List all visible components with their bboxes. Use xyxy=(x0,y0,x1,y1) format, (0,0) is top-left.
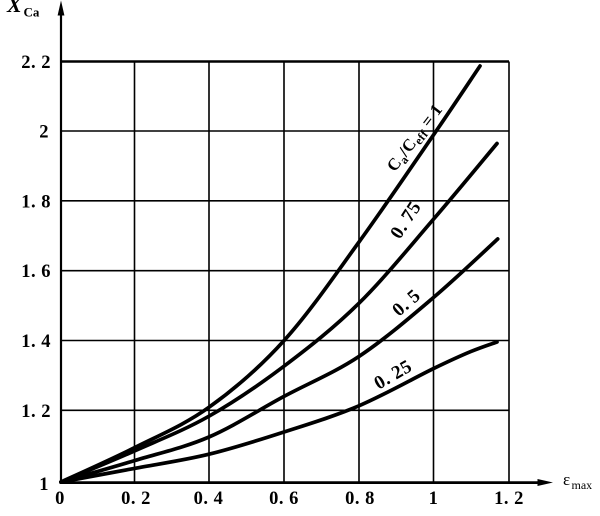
svg-text:1. 6: 1. 6 xyxy=(21,262,51,282)
svg-text:0. 8: 0. 8 xyxy=(345,489,375,509)
svg-text:Ca/Ceff = 1: Ca/Ceff = 1 xyxy=(383,100,449,176)
svg-text:1. 2: 1. 2 xyxy=(21,402,51,422)
svg-text:1. 2: 1. 2 xyxy=(494,489,524,509)
svg-text:ε: ε xyxy=(563,470,570,489)
svg-text:1. 4: 1. 4 xyxy=(21,332,51,352)
svg-text:max: max xyxy=(572,478,593,492)
svg-text:2: 2 xyxy=(39,123,49,143)
svg-text:Ca: Ca xyxy=(24,5,40,20)
svg-text:1: 1 xyxy=(429,489,439,509)
svg-text:1: 1 xyxy=(39,475,49,495)
svg-text:1. 8: 1. 8 xyxy=(21,192,51,212)
svg-text:2. 2: 2. 2 xyxy=(21,53,51,73)
svg-text:X: X xyxy=(6,0,23,17)
svg-text:0. 4: 0. 4 xyxy=(194,489,224,509)
svg-text:0: 0 xyxy=(55,489,65,509)
svg-text:0. 2: 0. 2 xyxy=(121,489,151,509)
svg-text:0. 5: 0. 5 xyxy=(388,285,425,321)
svg-text:0. 6: 0. 6 xyxy=(269,489,299,509)
